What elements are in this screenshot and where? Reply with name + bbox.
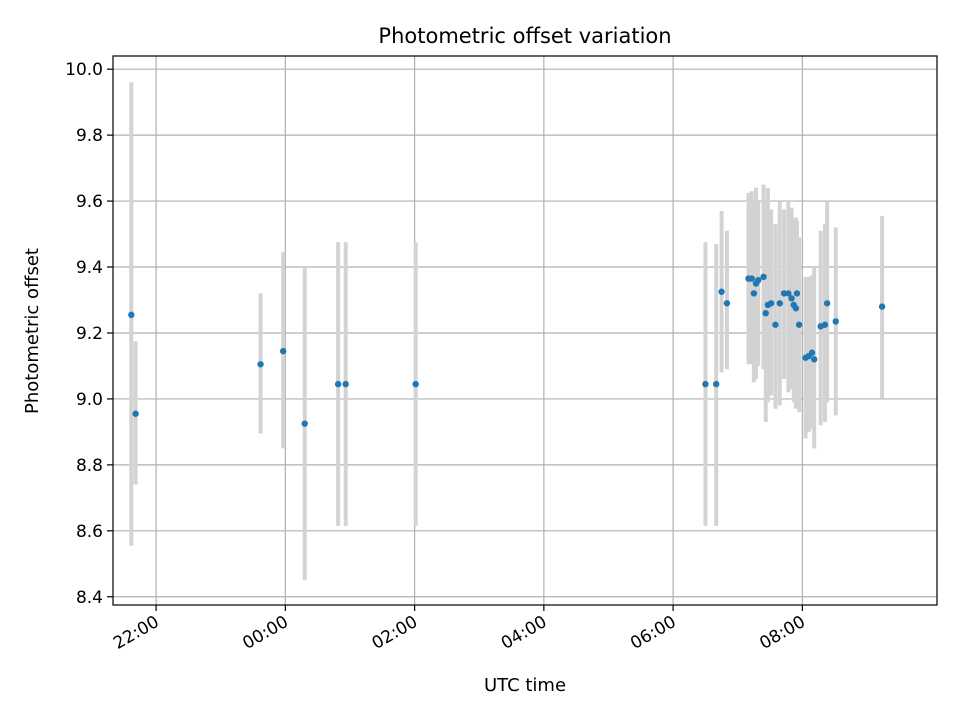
y-tick-label: 10.0 — [65, 60, 103, 80]
data-point — [128, 311, 135, 319]
y-tick-label: 8.4 — [76, 588, 103, 608]
data-point — [823, 300, 831, 307]
x-axis-label: UTC time — [484, 675, 566, 696]
data-point — [878, 303, 886, 310]
data-point — [821, 321, 829, 328]
data-point — [808, 349, 816, 356]
data-point — [750, 290, 758, 297]
data-point — [301, 420, 308, 427]
data-point — [342, 380, 349, 388]
y-tick-label: 9.4 — [76, 258, 103, 278]
data-point — [718, 288, 725, 295]
chart-title: Photometric offset variation — [378, 24, 671, 48]
data-point — [754, 277, 762, 284]
y-tick-label: 9.6 — [76, 192, 103, 212]
data-point — [785, 290, 792, 297]
data-point — [334, 380, 342, 388]
y-tick-label: 8.8 — [76, 456, 103, 476]
data-point — [811, 356, 818, 363]
data-point — [832, 318, 839, 325]
data-point — [748, 275, 755, 282]
data-point — [762, 309, 769, 317]
data-point — [795, 321, 803, 328]
data-point — [279, 347, 287, 355]
data-point — [776, 300, 783, 307]
data-point — [702, 380, 709, 388]
y-axis-ticks: 8.4 8.6 8.8 9.0 9.2 9.4 9.6 9.8 10.0 — [65, 60, 113, 608]
plot-frame — [112, 55, 938, 606]
y-tick-label: 9.2 — [76, 324, 103, 344]
y-axis-label: Photometric offset — [22, 248, 43, 414]
data-point — [788, 295, 795, 302]
y-tick-label: 8.6 — [76, 522, 103, 542]
data-point — [767, 300, 775, 307]
data-point — [412, 380, 419, 388]
y-tick-label: 9.0 — [76, 390, 103, 410]
data-point — [132, 410, 139, 417]
data-point — [760, 273, 767, 281]
data-point — [257, 361, 264, 368]
data-point — [792, 305, 800, 312]
data-points — [128, 273, 886, 427]
y-tick-label: 9.8 — [76, 126, 103, 146]
data-point — [723, 300, 731, 307]
data-point — [772, 321, 779, 328]
data-point — [712, 380, 720, 388]
data-point — [793, 290, 801, 297]
